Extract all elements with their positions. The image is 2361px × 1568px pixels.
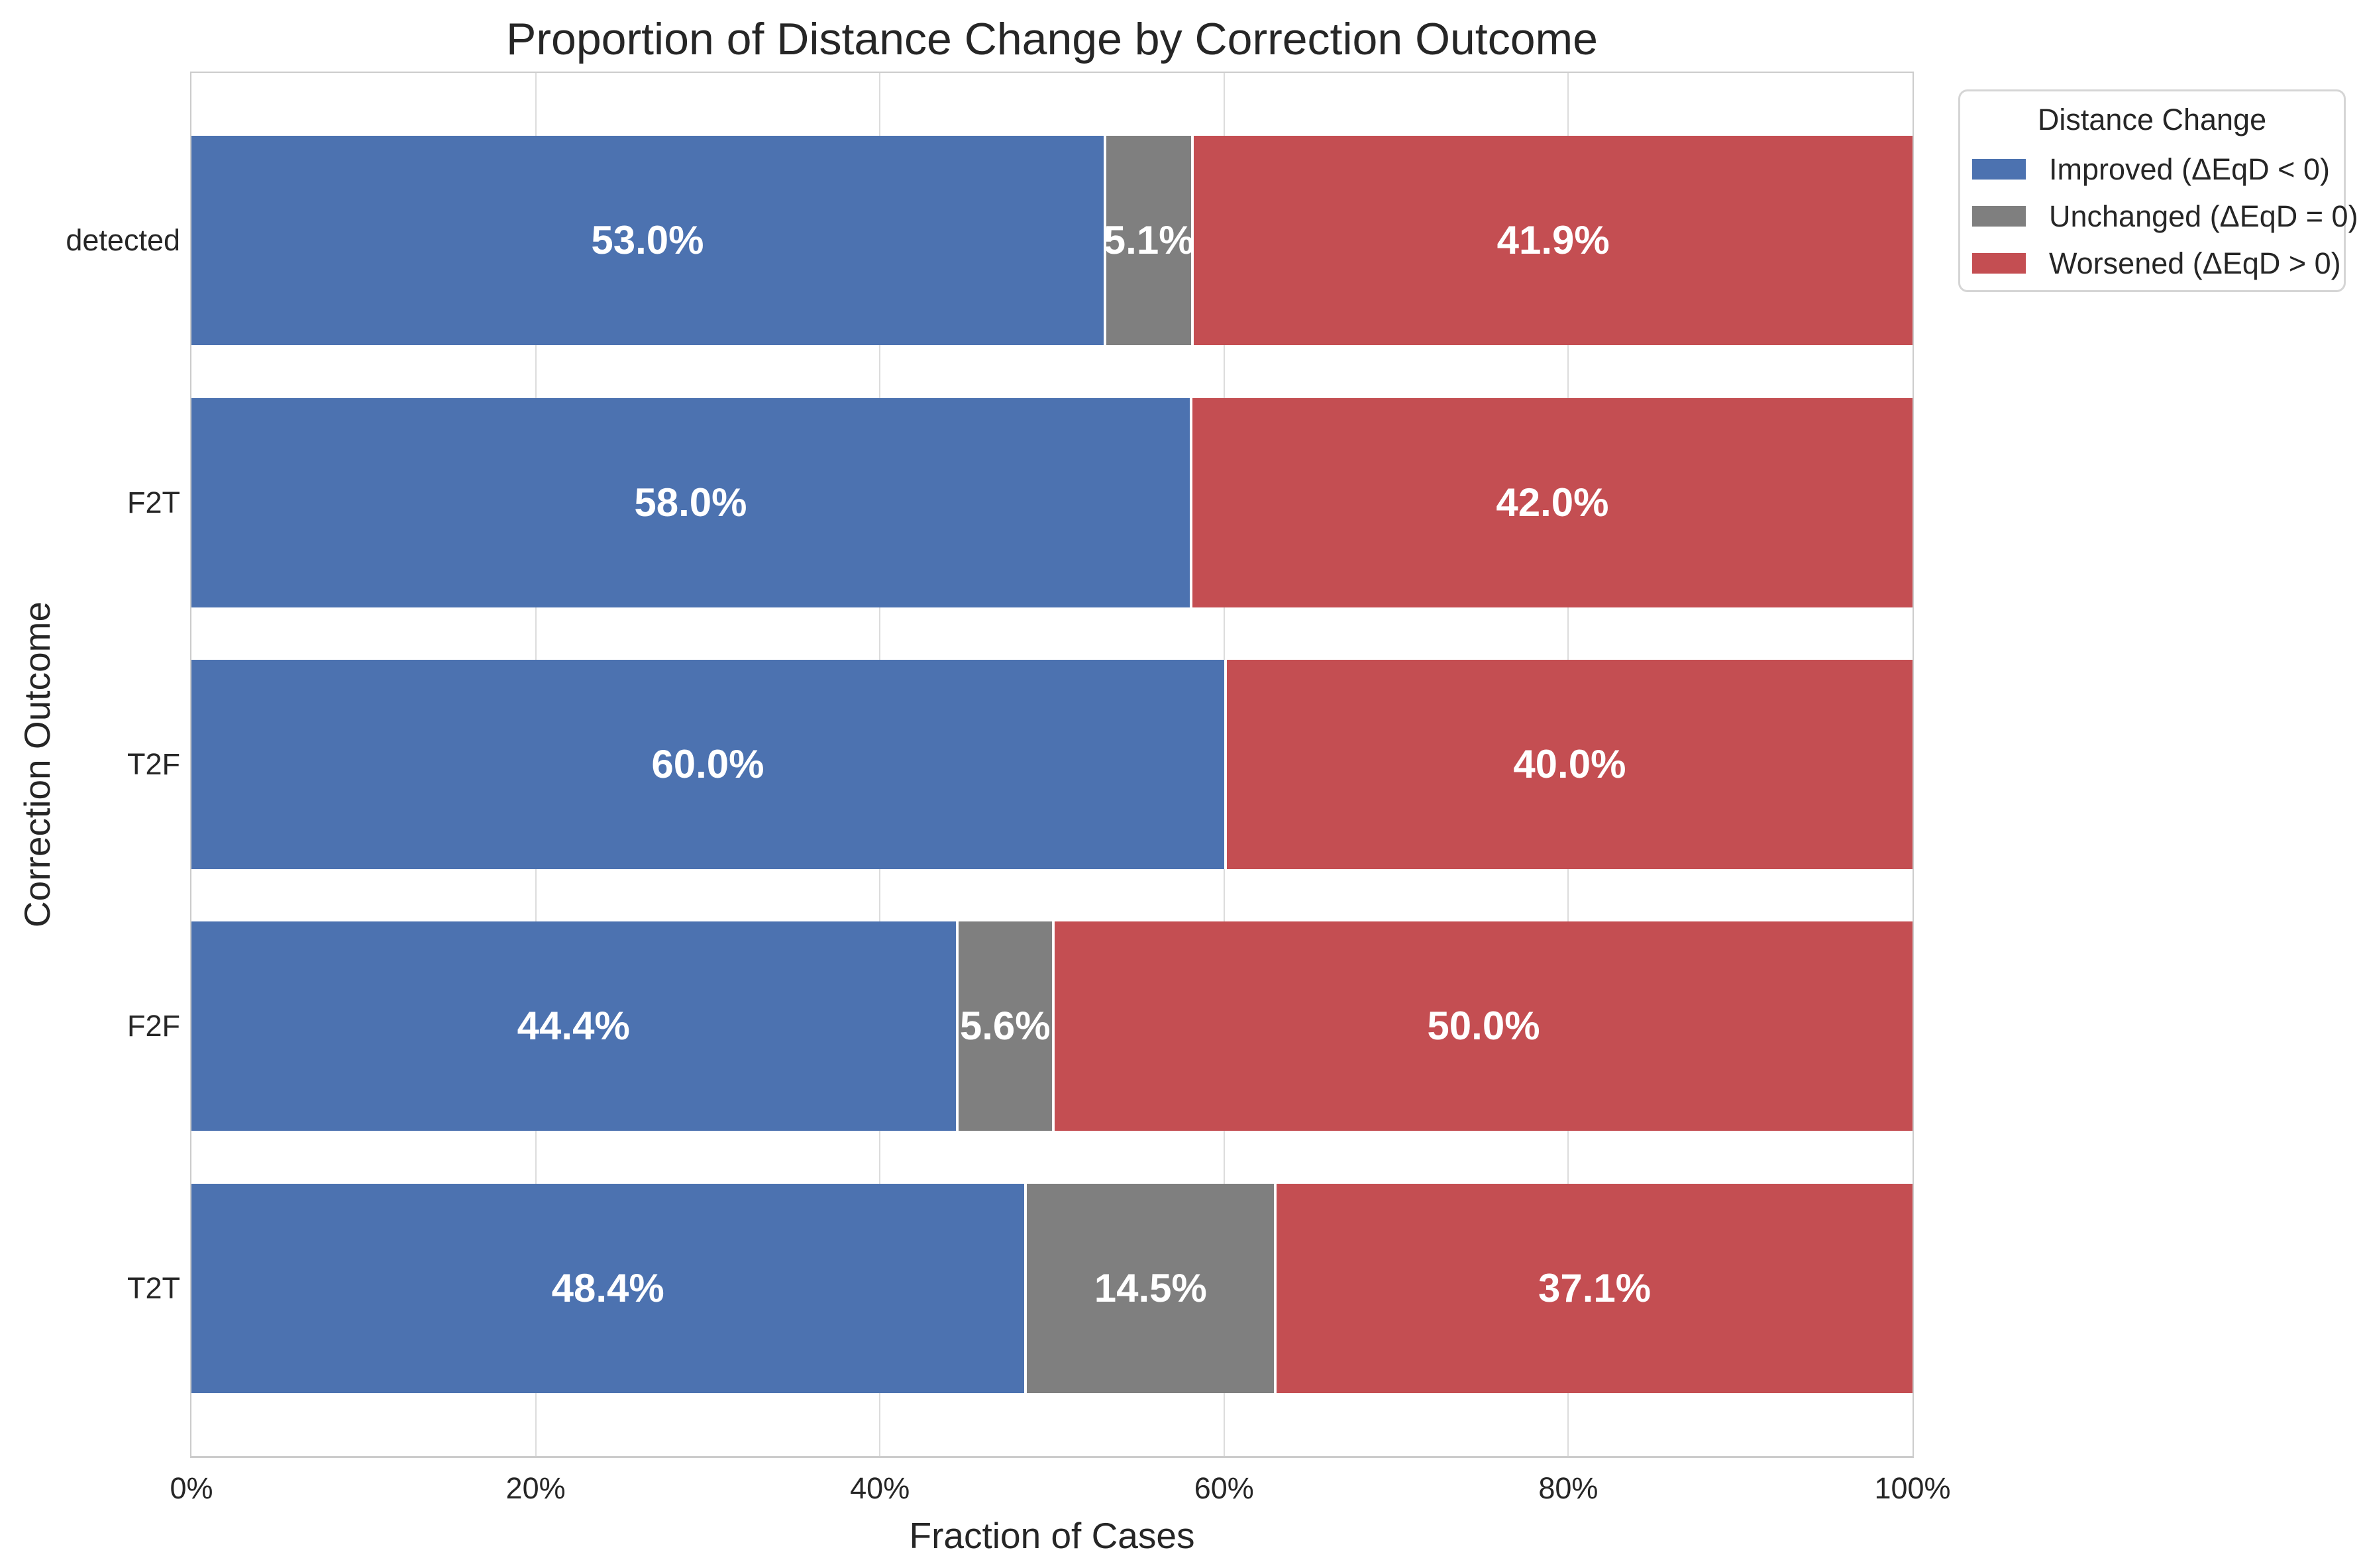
legend-item: Improved (ΔEqD < 0) <box>1960 146 2344 193</box>
x-tick-label: 80% <box>1538 1471 1599 1505</box>
bar-row: 44.4% 5.6% 50.0% <box>191 921 1913 1131</box>
legend-item-label: Unchanged (ΔEqD = 0) <box>2049 199 2358 233</box>
bar-segment: 53.0% <box>191 136 1104 346</box>
legend-item-label: Improved (ΔEqD < 0) <box>2049 152 2330 186</box>
category-label: T2T <box>127 1271 180 1305</box>
y-axis-label: Correction Outcome <box>17 601 58 928</box>
bar-value-label: 44.4% <box>517 1004 630 1049</box>
x-tick-label: 20% <box>505 1471 566 1505</box>
category-label: F2T <box>127 485 180 519</box>
bar-segment: 37.1% <box>1274 1183 1913 1393</box>
plot-area-frame <box>190 72 1914 1458</box>
category-label: detected <box>66 223 180 258</box>
x-tick-label: 100% <box>1874 1471 1951 1505</box>
bar-segment: 5.6% <box>955 921 1052 1131</box>
legend-item: Worsened (ΔEqD > 0) <box>1960 240 2344 287</box>
bar-value-label: 48.4% <box>551 1265 664 1310</box>
bar-value-label: 50.0% <box>1427 1004 1540 1049</box>
bar-segment: 44.4% <box>191 921 956 1131</box>
legend-item: Unchanged (ΔEqD = 0) <box>1960 193 2358 240</box>
legend-swatch-icon <box>1972 253 2026 274</box>
category-label: T2F <box>127 747 180 781</box>
x-axis-label: Fraction of Cases <box>909 1515 1195 1556</box>
bar-value-label: 14.5% <box>1094 1265 1207 1310</box>
bar-value-label: 42.0% <box>1496 480 1609 525</box>
bar-value-label: 58.0% <box>634 480 747 525</box>
legend: Distance Change Improved (ΔEqD < 0) Uncha… <box>1958 89 2358 292</box>
bar-value-label: 5.6% <box>959 1004 1051 1049</box>
bar-value-label: 60.0% <box>651 742 764 786</box>
legend-swatch-icon <box>1972 206 2026 227</box>
bar-segment: 60.0% <box>191 660 1224 869</box>
x-tick-label: 60% <box>1194 1471 1254 1505</box>
bar-value-label: 40.0% <box>1513 742 1626 786</box>
category-label: F2F <box>127 1009 180 1043</box>
bar-segment: 48.4% <box>191 1183 1025 1393</box>
bar-segment: 14.5% <box>1024 1183 1275 1393</box>
bar-row: 58.0% 42.0% <box>191 397 1913 607</box>
legend-swatch-icon <box>1972 159 2026 180</box>
bar-row: 60.0% 40.0% <box>191 660 1913 869</box>
bar-value-label: 53.0% <box>591 218 704 263</box>
bar-segment: 50.0% <box>1052 921 1913 1131</box>
bar-segment: 40.0% <box>1224 660 1913 869</box>
bar-segment: 5.1% <box>1103 136 1194 346</box>
legend-item-label: Worsened (ΔEqD > 0) <box>2049 246 2341 280</box>
bar-segment: 41.9% <box>1191 136 1913 346</box>
bar-row: 53.0% 5.1% 41.9% <box>191 136 1913 346</box>
bar-value-label: 41.9% <box>1496 218 1610 263</box>
bar-value-label: 5.1% <box>1103 218 1194 263</box>
legend-items: Improved (ΔEqD < 0) Unchanged (ΔEqD = 0) W… <box>1960 146 2358 287</box>
bar-value-label: 37.1% <box>1538 1265 1652 1310</box>
bar-row: 48.4% 14.5% 37.1% <box>191 1183 1913 1393</box>
bar-segment: 58.0% <box>191 397 1190 607</box>
x-tick-label: 0% <box>170 1471 213 1505</box>
bar-segment: 42.0% <box>1189 397 1913 607</box>
chart-title: Proportion of Distance Change by Correct… <box>506 14 1598 64</box>
legend-title: Distance Change <box>2037 103 2267 136</box>
x-tick-label: 40% <box>850 1471 910 1505</box>
